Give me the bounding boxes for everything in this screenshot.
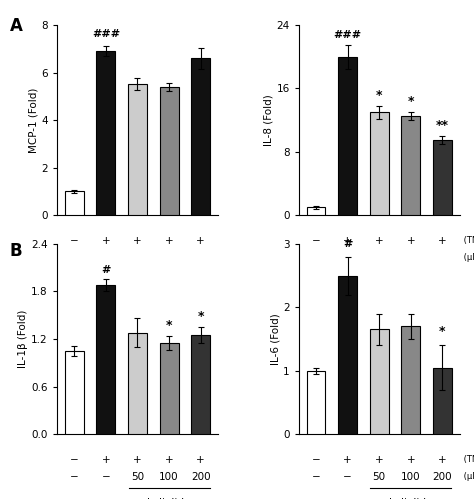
Text: *: * [408, 95, 414, 108]
Text: −: − [311, 253, 320, 263]
Text: 50: 50 [131, 253, 144, 263]
Text: Loliolide: Loliolide [147, 279, 191, 289]
Text: +: + [375, 236, 383, 246]
Bar [65, 351, 84, 434]
Text: −: − [343, 472, 352, 482]
Bar [191, 58, 210, 215]
Text: *: * [166, 319, 173, 332]
Text: +: + [407, 455, 415, 465]
Text: +: + [165, 455, 173, 465]
Text: 50: 50 [131, 472, 144, 482]
Text: (TNF-α): (TNF-α) [461, 455, 474, 464]
Text: +: + [133, 455, 142, 465]
Bar [338, 275, 357, 434]
Bar [370, 112, 389, 215]
Text: #: # [343, 239, 352, 249]
Text: Loliolide: Loliolide [147, 498, 191, 499]
Text: +: + [196, 455, 205, 465]
Text: ###: ### [92, 29, 120, 39]
Text: +: + [438, 455, 447, 465]
Bar [433, 140, 452, 215]
Bar [96, 285, 115, 434]
Text: 100: 100 [159, 253, 179, 263]
Text: Loliolide: Loliolide [389, 279, 432, 289]
Text: +: + [343, 455, 352, 465]
Text: +: + [375, 455, 383, 465]
Bar [401, 116, 420, 215]
Text: +: + [101, 455, 110, 465]
Text: 200: 200 [433, 472, 452, 482]
Text: ###: ### [334, 30, 362, 40]
Text: 50: 50 [373, 253, 386, 263]
Y-axis label: MCP-1 (Fold): MCP-1 (Fold) [28, 87, 38, 153]
Bar [128, 333, 147, 434]
Bar [433, 368, 452, 434]
Text: +: + [196, 236, 205, 246]
Text: +: + [133, 236, 142, 246]
Text: −: − [311, 236, 320, 246]
Bar [160, 343, 179, 434]
Text: A: A [9, 17, 22, 35]
Text: *: * [376, 89, 383, 102]
Text: −: − [311, 455, 320, 465]
Text: 200: 200 [191, 472, 210, 482]
Text: −: − [101, 472, 110, 482]
Text: +: + [343, 236, 352, 246]
Text: *: * [197, 310, 204, 323]
Text: (μM): (μM) [461, 472, 474, 481]
Text: +: + [165, 236, 173, 246]
Bar [307, 208, 326, 215]
Text: 50: 50 [373, 472, 386, 482]
Bar [401, 326, 420, 434]
Y-axis label: IL-8 (Fold): IL-8 (Fold) [264, 94, 273, 146]
Bar [307, 371, 326, 434]
Text: *: * [439, 325, 446, 338]
Bar [191, 335, 210, 434]
Text: −: − [70, 236, 79, 246]
Bar [160, 87, 179, 215]
Text: **: ** [436, 119, 449, 132]
Text: −: − [311, 472, 320, 482]
Text: 200: 200 [191, 253, 210, 263]
Text: +: + [438, 236, 447, 246]
Text: −: − [70, 455, 79, 465]
Text: +: + [101, 236, 110, 246]
Text: (TNF-α): (TNF-α) [461, 236, 474, 245]
Text: 100: 100 [401, 253, 420, 263]
Bar [338, 57, 357, 215]
Y-axis label: IL-6 (Fold): IL-6 (Fold) [270, 313, 280, 365]
Bar [96, 51, 115, 215]
Bar [128, 84, 147, 215]
Bar [65, 192, 84, 215]
Text: Loliolide: Loliolide [389, 498, 432, 499]
Y-axis label: IL-1β (Fold): IL-1β (Fold) [18, 310, 28, 368]
Text: −: − [70, 472, 79, 482]
Text: +: + [407, 236, 415, 246]
Bar [370, 329, 389, 434]
Text: (μM): (μM) [461, 253, 474, 262]
Text: −: − [101, 253, 110, 263]
Text: −: − [70, 253, 79, 263]
Text: #: # [101, 265, 110, 275]
Text: 100: 100 [401, 472, 420, 482]
Text: −: − [343, 253, 352, 263]
Text: 200: 200 [433, 253, 452, 263]
Text: 100: 100 [159, 472, 179, 482]
Text: B: B [9, 242, 22, 260]
